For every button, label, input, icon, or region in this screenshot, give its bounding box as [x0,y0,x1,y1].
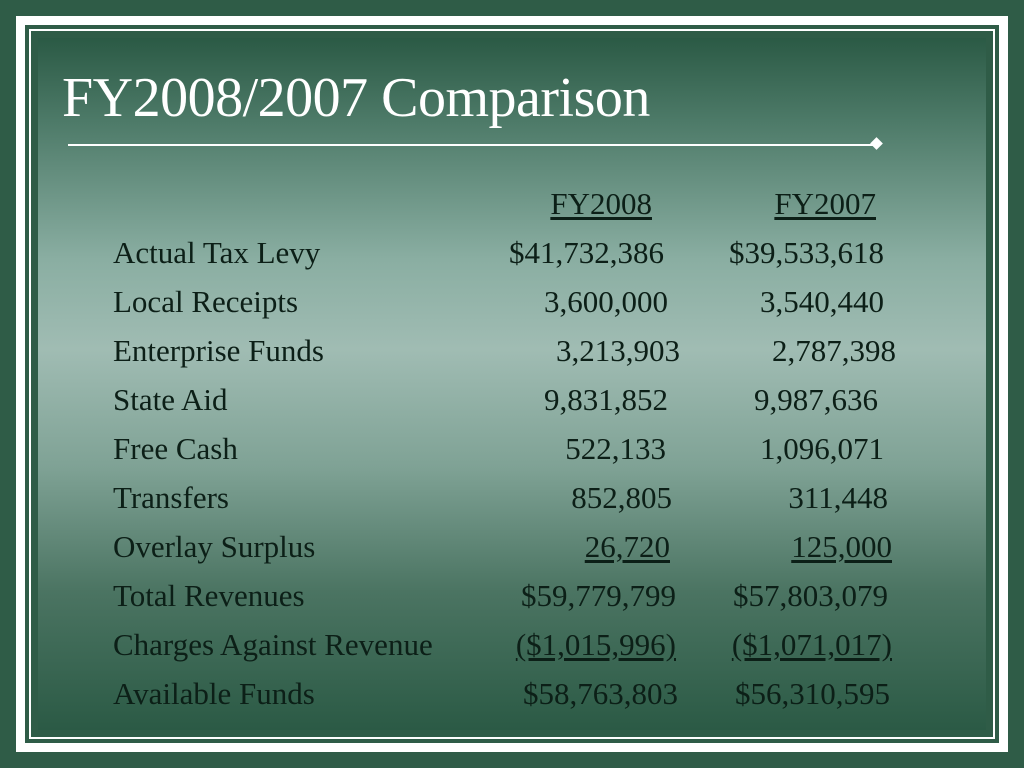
column-header-fy2007: FY2007 [774,186,876,221]
inner-border [29,29,995,739]
fy2008-value: $41,732,386 [509,235,664,270]
fy2007-value: $39,533,618 [729,235,884,270]
table-row: Enterprise Funds 3,213,903 2,787,398 [0,333,1024,373]
row-label: Enterprise Funds [113,333,324,368]
table-row: Local Receipts 3,600,000 3,540,440 [0,284,1024,324]
fy2007-value: $56,310,595 [735,676,890,711]
row-label: Actual Tax Levy [113,235,321,270]
fy2008-value: $59,779,799 [521,578,676,613]
column-header-fy2008: FY2008 [550,186,652,221]
table-row: Free Cash 522,133 1,096,071 [0,431,1024,471]
row-label: Available Funds [113,676,315,711]
row-label: Total Revenues [113,578,305,613]
table-row: Total Revenues $59,779,799 $57,803,079 [0,578,1024,618]
fy2008-value: 852,805 [571,480,672,515]
fy2008-value: $58,763,803 [523,676,678,711]
title-rule [68,144,874,146]
row-label: Transfers [113,480,229,515]
fy2008-value: 9,831,852 [544,382,668,417]
row-label: Overlay Surplus [113,529,316,564]
row-label: State Aid [113,382,228,417]
table-row: Charges Against Revenue ($1,015,996) ($1… [0,627,1024,667]
table-header-row: FY2008 FY2007 [0,186,1024,226]
fy2008-value: 3,600,000 [544,284,668,319]
fy2007-value: 3,540,440 [760,284,884,319]
content-panel [38,38,986,730]
fy2007-value: 311,448 [788,480,888,515]
table-row: Available Funds $58,763,803 $56,310,595 [0,676,1024,716]
row-label: Free Cash [113,431,238,466]
fy2007-value: 1,096,071 [760,431,884,466]
fy2007-value: ($1,071,017) [731,627,892,662]
row-label: Charges Against Revenue [113,627,433,662]
fy2008-value: ($1,015,996) [515,627,676,662]
fy2007-value: $57,803,079 [733,578,888,613]
fy2008-value: 522,133 [565,431,666,466]
table-row: Transfers 852,805 311,448 [0,480,1024,520]
fy2008-value: 26,720 [584,529,670,564]
slide-title: FY2008/2007 Comparison [62,67,650,129]
fy2007-value: 9,987,636 [754,382,878,417]
row-label: Local Receipts [113,284,299,319]
fy2008-value: 3,213,903 [556,333,680,368]
table-row: Overlay Surplus 26,720 125,000 [0,529,1024,569]
table-row: Actual Tax Levy $41,732,386 $39,533,618 [0,235,1024,275]
table-row: State Aid 9,831,852 9,987,636 [0,382,1024,422]
fy2007-value: 125,000 [791,529,892,564]
fy2007-value: 2,787,398 [772,333,896,368]
